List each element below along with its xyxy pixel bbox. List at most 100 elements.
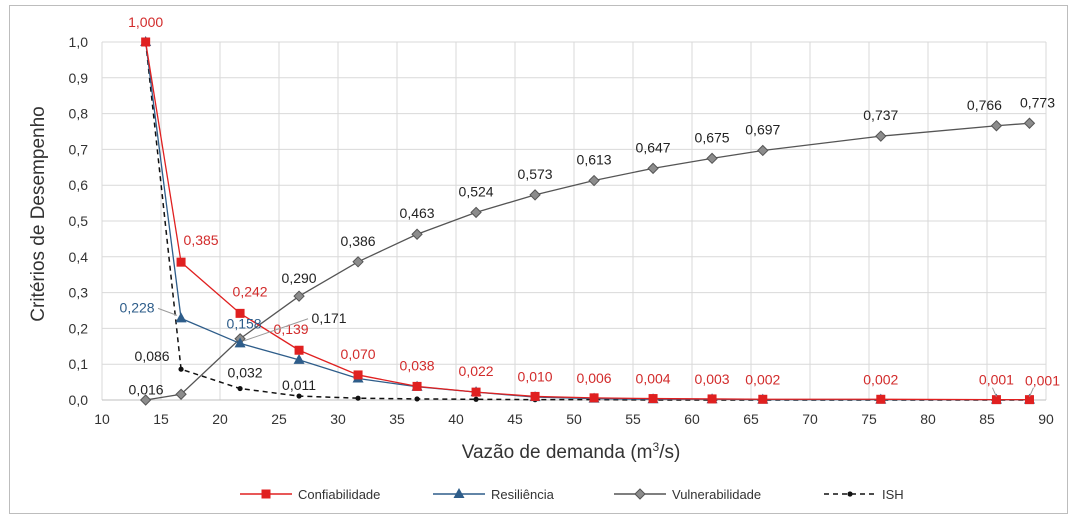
data-label-confiabilidade: 0,139 — [274, 321, 309, 337]
point-confiabilidade — [707, 394, 717, 404]
point-confiabilidade — [1024, 395, 1034, 405]
y-tick-label: 0,1 — [69, 356, 89, 372]
point-confiabilidade — [141, 37, 151, 47]
point-confiabilidade — [530, 391, 540, 401]
data-label-vulnerabilidade: 0,524 — [459, 183, 494, 199]
data-label-vulnerabilidade: 0,290 — [282, 270, 317, 286]
x-tick-label: 55 — [625, 411, 641, 427]
point-vulnerabilidade — [990, 120, 1003, 132]
x-tick-label: 25 — [271, 411, 287, 427]
data-label-vulnerabilidade: 0,737 — [863, 107, 898, 123]
point-resiliencia — [293, 353, 305, 364]
point-vulnerabilidade — [706, 152, 718, 165]
point-vulnerabilidade — [529, 189, 541, 201]
data-label-confiabilidade: 0,006 — [577, 370, 612, 386]
legend-marker-confiabilidade — [261, 489, 271, 499]
point-vulnerabilidade — [647, 162, 659, 175]
point-confiabilidade — [876, 394, 886, 404]
y-tick-label: 0,7 — [69, 141, 89, 157]
leader-line — [157, 307, 178, 316]
leader-line — [991, 387, 997, 397]
data-label-confiabilidade: 0,010 — [518, 368, 553, 384]
data-label-ish: 0,011 — [282, 377, 316, 393]
point-confiabilidade — [235, 308, 245, 318]
data-label-vulnerabilidade: 0,016 — [129, 381, 164, 397]
y-tick-label: 0,4 — [69, 249, 89, 265]
point-resiliencia — [175, 312, 187, 323]
data-label-vulnerabilidade: 0,675 — [695, 129, 730, 145]
data-label-vulnerabilidade: 0,647 — [636, 139, 671, 155]
legend-label-resiliencia: Resiliência — [491, 487, 555, 502]
point-vulnerabilidade — [293, 290, 305, 302]
legend-label-confiabilidade: Confiabilidade — [298, 487, 380, 502]
series-layer — [139, 36, 1036, 406]
data-label-resiliencia: 0,228 — [120, 299, 155, 315]
data-label-confiabilidade: 0,001 — [1025, 373, 1060, 389]
chart-frame — [9, 5, 1068, 514]
point-ish — [178, 366, 184, 372]
x-tick-label: 65 — [743, 411, 759, 427]
y-tick-label: 0,6 — [69, 177, 89, 193]
x-tick-label: 60 — [684, 411, 700, 427]
data-label-confiabilidade: 0,385 — [184, 232, 219, 248]
point-confiabilidade — [412, 381, 422, 391]
x-tick-label: 80 — [920, 411, 936, 427]
point-vulnerabilidade — [875, 130, 887, 142]
point-vulnerabilidade — [411, 228, 423, 240]
point-ish — [355, 395, 361, 401]
x-tick-label: 15 — [153, 411, 169, 427]
data-label-vulnerabilidade: 0,171 — [312, 310, 347, 326]
x-tick-label: 85 — [979, 411, 995, 427]
axes: 10 15 20 25 30 35 40 45 50 55 60 65 70 75 80 85 90 0,0 0,1… — [69, 34, 1054, 427]
data-label-confiabilidade: 0,002 — [863, 371, 898, 387]
y-tick-label: 0,8 — [69, 106, 89, 122]
point-vulnerabilidade — [175, 388, 187, 400]
data-label-vulnerabilidade: 0,386 — [341, 233, 376, 249]
data-labels: 1,000 0,385 0,242 0,139 0,070 0,038 0,022 0,010… — [120, 14, 1061, 397]
legend-label-vulnerabilidade: Vulnerabilidade — [672, 487, 761, 502]
x-tick-label: 20 — [212, 411, 228, 427]
data-label-vulnerabilidade: 0,766 — [967, 97, 1002, 113]
y-tick-label: 0,9 — [69, 70, 89, 86]
data-label-confiabilidade: 0,070 — [341, 346, 376, 362]
y-tick-label: 0,3 — [69, 285, 89, 301]
legend: Confiabilidade Resiliência Vulnerabilidade… — [240, 487, 904, 502]
point-vulnerabilidade — [470, 206, 482, 219]
x-tick-label: 40 — [448, 411, 464, 427]
data-label-vulnerabilidade: 0,463 — [400, 205, 435, 221]
point-confiabilidade — [991, 395, 1001, 405]
data-label-confiabilidade: 0,242 — [233, 283, 268, 299]
data-label-vulnerabilidade: 0,573 — [518, 166, 553, 182]
data-label-confiabilidade: 0,022 — [459, 363, 494, 379]
data-label-confiabilidade: 0,004 — [636, 371, 671, 387]
data-label-confiabilidade: 0,038 — [400, 357, 435, 373]
y-tick-label: 0,5 — [69, 213, 89, 229]
data-label-resiliencia: 0,158 — [227, 315, 262, 331]
point-ish — [237, 385, 243, 392]
x-tick-label: 50 — [566, 411, 582, 427]
point-vulnerabilidade — [352, 256, 364, 268]
point-confiabilidade — [471, 387, 481, 397]
point-ish — [473, 396, 479, 402]
point-confiabilidade — [648, 394, 658, 404]
x-tick-label: 70 — [802, 411, 818, 427]
y-axis-title: Critérios de Desempenho — [28, 106, 49, 321]
x-axis-title: Vazão de demanda (m3/s) — [462, 440, 681, 463]
point-resiliencia — [234, 337, 246, 348]
x-tick-label: 75 — [861, 411, 877, 427]
data-label-confiabilidade: 1,000 — [128, 14, 163, 30]
leader-line — [1029, 387, 1034, 397]
legend-marker-vulnerabilidade — [634, 488, 646, 500]
point-confiabilidade — [353, 370, 363, 380]
y-tick-label: 0,0 — [69, 392, 89, 408]
data-label-ish: 0,032 — [228, 365, 263, 381]
point-ish — [296, 393, 302, 399]
point-confiabilidade — [176, 257, 186, 267]
x-tick-label: 30 — [330, 411, 346, 427]
point-ish — [414, 396, 420, 402]
data-label-confiabilidade: 0,002 — [745, 371, 780, 387]
legend-marker-ish — [847, 491, 853, 497]
data-label-ish: 0,086 — [135, 348, 170, 364]
